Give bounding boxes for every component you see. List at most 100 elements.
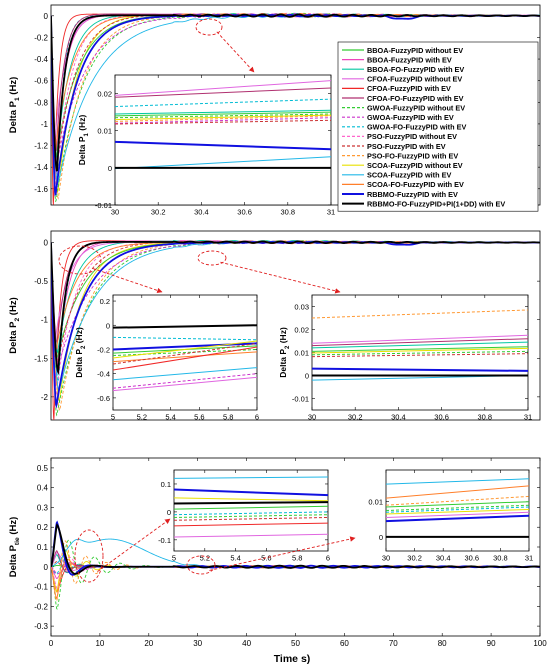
p1-inset-series-line xyxy=(114,156,332,170)
p2-inset-b-series-line xyxy=(311,338,529,347)
zoom-callout xyxy=(74,518,171,583)
p2-inset-a-series-line xyxy=(112,376,258,392)
legend-label: RBBMO-FO-FuzzyPID+PI(1+DD) with EV xyxy=(367,199,505,208)
p2-inset-b-series-line xyxy=(311,346,529,352)
p1-inset-xtick-label: 30.2 xyxy=(151,208,166,217)
ptie-inset-b-series-line xyxy=(385,485,530,499)
legend-label: PSO-FuzzyPID with EV xyxy=(367,142,446,151)
ptie-main-ytick-label: -0.2 xyxy=(34,602,48,611)
ptie-inset-a-series-line xyxy=(173,501,329,505)
ptie-inset-b-series-line xyxy=(385,504,530,511)
legend-label: BBOA-FuzzyPID with EV xyxy=(367,55,452,64)
ptie-inset-b-xtick-label: 30.2 xyxy=(407,554,422,563)
p2-inset-a-y-axis-label: Delta P2 (Hz) xyxy=(74,327,87,378)
p1-main-ytick-label: -1.6 xyxy=(34,185,48,194)
ptie-inset-b-xtick-label: 31 xyxy=(525,554,533,563)
zoom-callout xyxy=(197,250,341,294)
p1-main-ytick-label: -1.4 xyxy=(34,163,48,172)
legend-label: SCOA-FO-FuzzyPID with EV xyxy=(367,180,464,189)
legend-label: CFOA-FO-FuzzyPID with EV xyxy=(367,94,464,103)
p2-inset-a-ytick-label: -0.4 xyxy=(97,370,110,379)
p1-inset-series-line xyxy=(114,115,332,122)
p2-inset-a-axes: -0.6 -0.4 -0.2 0 0.2 5 5.2 5.4 5.6 5.8 6 Delta P2 (… xyxy=(74,294,259,422)
p2-main-ytick-label: -2 xyxy=(41,393,49,402)
inset-plots: -0.01 0 0.01 0.02 30 30.2 30.4 30.6 30.8 31 Delta … xyxy=(58,18,533,583)
p2-inset-b-series-line xyxy=(311,350,529,356)
p2-inset-b-ytick-label: 0.01 xyxy=(294,349,309,358)
p2-inset-a-series-line xyxy=(112,346,258,371)
ptie-main-xtick-label: 0 xyxy=(49,639,54,648)
ptie-main-xtick-label: 20 xyxy=(144,639,153,648)
ptie-inset-a-series xyxy=(173,476,329,538)
ptie-inset-b-xtick-label: 30 xyxy=(382,554,390,563)
p1-inset-series-line xyxy=(114,140,332,151)
p1-inset-series xyxy=(114,80,332,170)
p1-inset-series-line xyxy=(114,87,332,98)
p1-inset-xtick-label: 30.8 xyxy=(280,208,295,217)
p2-main-series xyxy=(51,239,540,420)
p2-inset-a-series-line xyxy=(112,340,258,359)
zoom-callout xyxy=(195,18,255,73)
p2-inset-b-xtick-label: 30.6 xyxy=(434,413,449,422)
p1-inset-xtick-label: 30.6 xyxy=(237,208,252,217)
ptie-inset-a-xtick-label: 5.4 xyxy=(230,554,240,563)
ptie-main-xtick-label: 80 xyxy=(438,639,447,648)
p2-inset-a-xtick-label: 5.6 xyxy=(194,413,204,422)
p2-inset-a-ytick-label: 0.2 xyxy=(100,297,110,306)
p1-inset-y-axis-label: Delta P1 (Hz) xyxy=(77,115,90,166)
zoom-arrow xyxy=(216,31,255,73)
ptie-inset-a-ytick-label: 0.1 xyxy=(161,480,171,489)
ptie-inset-b-series-line xyxy=(385,478,530,485)
p1-inset-ytick-label: -0.01 xyxy=(95,201,112,210)
p1-inset-series-line xyxy=(114,111,332,117)
ptie-inset-b-series-line xyxy=(385,501,530,508)
p2-inset-a-xtick-label: 5.8 xyxy=(223,413,233,422)
p1-inset-series-line xyxy=(114,114,332,121)
zoom-callout xyxy=(186,536,356,575)
zoom-arrow xyxy=(92,267,163,293)
ptie-inset-b-xtick-label: 30.6 xyxy=(464,554,479,563)
p2-inset-a-xtick-label: 5.2 xyxy=(137,413,147,422)
ptie-main-series-line xyxy=(51,523,540,575)
ptie-main-ytick-label: -0.3 xyxy=(34,622,48,631)
ptie-inset-a-series-line xyxy=(173,511,329,516)
p1-inset-series-line xyxy=(114,80,332,96)
p2-inset-a-ytick-label: -0.2 xyxy=(97,345,110,354)
legend-label: CFOA-FuzzyPID without EV xyxy=(367,75,462,84)
legend-label: GWOA-FuzzyPID with EV xyxy=(367,113,454,122)
p2-inset-b-xtick-label: 30.2 xyxy=(348,413,363,422)
ptie-main-ytick-label: 0.3 xyxy=(37,503,49,512)
p2-inset-b-series-line xyxy=(311,309,529,319)
legend-label: SCOA-FuzzyPID without EV xyxy=(367,161,463,170)
p1-inset-series-line xyxy=(114,119,332,125)
ptie-inset-a-xtick-label: 5.6 xyxy=(261,554,271,563)
zoom-callout xyxy=(58,245,163,293)
p2-inset-a-series-line xyxy=(112,367,258,381)
p2-inset-b-series xyxy=(311,309,529,381)
p1-inset-series-line xyxy=(114,109,332,115)
p2-main-ytick-label: -1.5 xyxy=(34,354,48,363)
ptie-inset-a-xtick-label: 5 xyxy=(172,554,176,563)
p1-inset-ytick-label: 0.02 xyxy=(97,90,112,99)
p2-inset-a-xtick-label: 5.4 xyxy=(165,413,175,422)
p2-inset-b-ytick-label: 0.03 xyxy=(294,303,309,312)
legend-label: PSO-FuzzyPID without EV xyxy=(367,132,457,141)
ptie-inset-a-xtick-label: 5.2 xyxy=(200,554,210,563)
ptie-inset-a-series-line xyxy=(173,497,329,502)
p2-inset-b-series-line xyxy=(311,341,529,349)
ptie-inset-a-series-line xyxy=(173,533,329,538)
p2-inset-b-ytick-label: 0.02 xyxy=(294,326,309,335)
legend-label: SCOA-FuzzyPID with EV xyxy=(367,171,451,180)
p2-inset-b-series-line xyxy=(311,367,529,372)
legend-label: CFOA-FuzzyPID with EV xyxy=(367,84,451,93)
p2-inset-b-axes: -0.01 0 0.01 0.02 0.03 30 30.2 30.4 30.6 30.8 31 De… xyxy=(278,294,532,422)
p2-inset-a-xtick-label: 6 xyxy=(255,413,259,422)
p2-inset-a-series-line xyxy=(112,342,258,365)
p1-inset-series-line xyxy=(114,117,332,124)
ptie-inset-a-series-line xyxy=(173,516,329,521)
p2-inset-b-xtick-label: 31 xyxy=(524,413,532,422)
p2-inset-a-ytick-label: 0 xyxy=(106,321,110,330)
ptie-inset-a-series-line xyxy=(173,476,329,479)
ptie-inset-a-xtick-label: 5.8 xyxy=(292,554,302,563)
